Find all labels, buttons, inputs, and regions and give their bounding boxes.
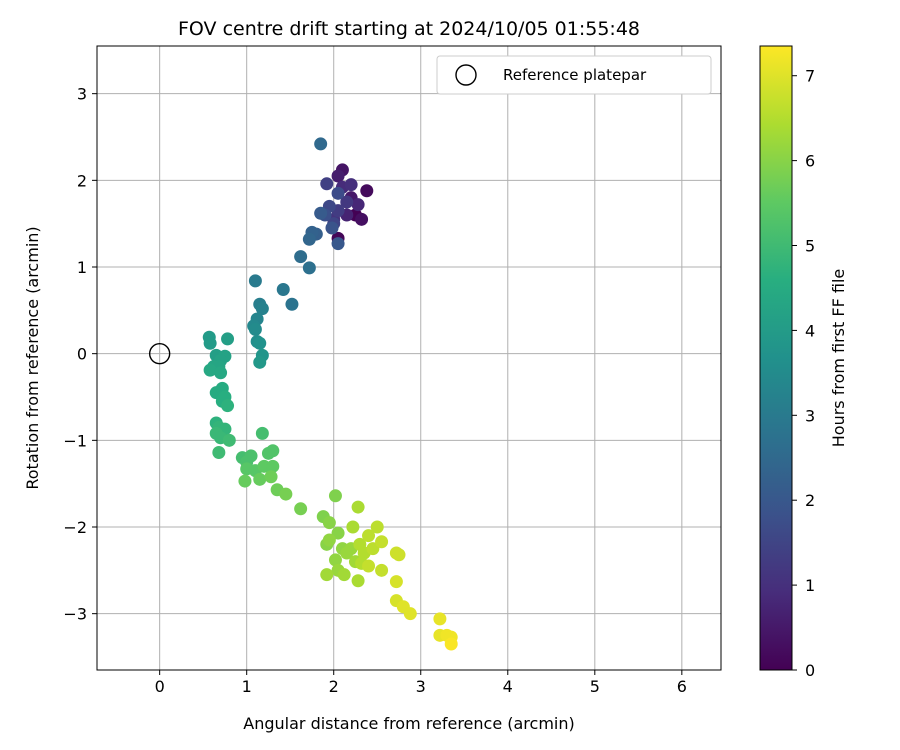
legend-reference-label: Reference platepar xyxy=(503,66,647,84)
data-point xyxy=(340,195,354,209)
data-point xyxy=(222,433,236,447)
data-point xyxy=(314,206,328,220)
data-point xyxy=(248,274,262,288)
data-point xyxy=(264,470,278,484)
grid xyxy=(97,46,721,670)
data-point xyxy=(276,283,290,297)
data-point xyxy=(360,184,374,198)
data-point xyxy=(253,472,267,486)
data-point xyxy=(366,542,380,556)
data-point xyxy=(375,563,389,577)
data-point xyxy=(203,336,217,350)
data-point xyxy=(253,355,267,369)
data-point xyxy=(302,261,316,275)
colorbar-tick-label: 1 xyxy=(805,576,815,595)
data-point xyxy=(355,212,369,226)
data-point xyxy=(403,607,417,621)
data-point xyxy=(294,502,308,516)
x-tick-label: 0 xyxy=(155,677,165,696)
data-point xyxy=(255,302,269,316)
y-tick-label: −3 xyxy=(63,605,87,624)
data-point xyxy=(351,574,365,588)
data-point xyxy=(444,637,458,651)
y-tick-label: 2 xyxy=(77,171,87,190)
x-tick-label: 3 xyxy=(416,677,426,696)
data-point xyxy=(255,426,269,440)
data-point xyxy=(362,529,376,543)
plot-frame xyxy=(96,45,722,671)
y-axis-label: Rotation from reference (arcmin) xyxy=(23,226,42,489)
reference-marker xyxy=(148,342,171,365)
data-point xyxy=(433,612,447,626)
colorbar-tick-label: 2 xyxy=(805,491,815,510)
data-point xyxy=(351,198,365,212)
x-axis-label: Angular distance from reference (arcmin) xyxy=(243,714,574,733)
data-point xyxy=(322,516,336,530)
data-point xyxy=(253,336,267,350)
data-point xyxy=(346,520,360,534)
legend-box xyxy=(436,55,712,95)
chart-title: FOV centre drift starting at 2024/10/05 … xyxy=(178,18,640,40)
data-point xyxy=(370,520,384,534)
y-axis-ticks: −3 −2 −1 0 1 2 3 xyxy=(63,85,97,624)
data-point xyxy=(344,178,358,192)
data-point xyxy=(362,559,376,573)
colorbar-tick-label: 6 xyxy=(805,152,815,171)
data-point xyxy=(331,526,345,540)
y-tick-label: 0 xyxy=(77,345,87,364)
data-point xyxy=(266,459,280,473)
colorbar-tick-label: 4 xyxy=(805,321,815,340)
data-point xyxy=(294,250,308,264)
y-tick-label: 1 xyxy=(77,258,87,277)
colorbar-tick-label: 0 xyxy=(805,661,815,680)
y-tick-label: −1 xyxy=(63,431,87,450)
data-point xyxy=(221,332,235,346)
legend-reference-marker xyxy=(455,64,477,86)
data-point xyxy=(320,177,334,191)
data-point xyxy=(328,489,342,503)
data-point xyxy=(302,232,316,246)
data-point xyxy=(331,169,345,183)
data-point xyxy=(214,366,228,380)
y-tick-label: −2 xyxy=(63,518,87,537)
data-point xyxy=(314,137,328,151)
data-point xyxy=(322,533,336,547)
data-point xyxy=(389,575,403,589)
x-tick-label: 1 xyxy=(242,677,252,696)
legend: Reference platepar xyxy=(436,55,712,95)
data-point xyxy=(375,535,389,549)
colorbar xyxy=(759,45,793,671)
data-point xyxy=(320,568,334,582)
data-point xyxy=(285,297,299,311)
colorbar-tick-label: 7 xyxy=(805,67,815,86)
data-point xyxy=(203,363,217,377)
colorbar-ticks: 0 1 2 3 4 5 6 7 xyxy=(792,67,815,680)
data-point xyxy=(261,446,275,460)
data-point xyxy=(351,500,365,514)
data-point xyxy=(221,399,235,413)
x-tick-label: 6 xyxy=(677,677,687,696)
data-point xyxy=(392,548,406,562)
y-tick-label: 3 xyxy=(77,85,87,104)
colorbar-tick-label: 5 xyxy=(805,237,815,256)
data-point xyxy=(248,322,262,336)
data-point xyxy=(325,221,339,235)
data-point xyxy=(337,568,351,582)
x-tick-label: 4 xyxy=(503,677,513,696)
data-point xyxy=(279,487,293,501)
x-tick-label: 2 xyxy=(329,677,339,696)
data-point xyxy=(238,474,252,488)
data-point xyxy=(331,186,345,200)
x-tick-label: 5 xyxy=(590,677,600,696)
data-points xyxy=(202,137,458,651)
colorbar-tick-label: 3 xyxy=(805,406,815,425)
data-point xyxy=(331,237,345,251)
x-axis-ticks: 0 1 2 3 4 5 6 xyxy=(155,670,687,696)
colorbar-label: Hours from first FF file xyxy=(829,269,848,448)
data-point xyxy=(328,553,342,567)
data-point xyxy=(212,445,226,459)
